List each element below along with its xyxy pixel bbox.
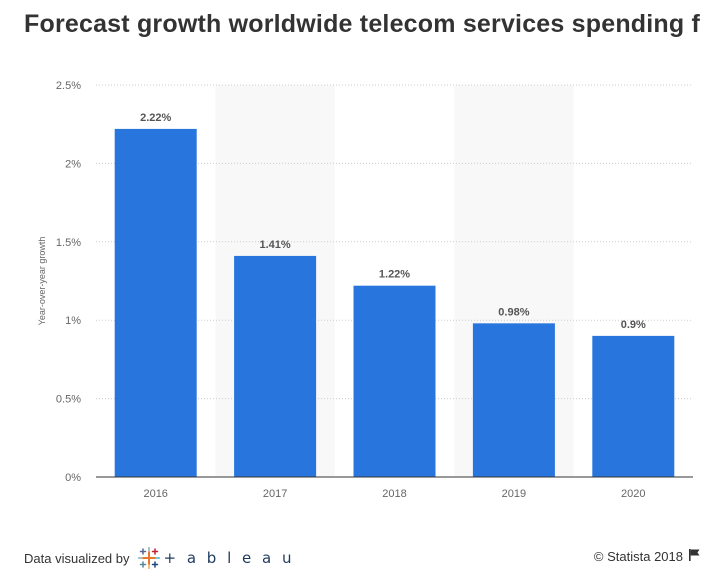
y-tick-label: 1% [65, 315, 81, 327]
tableau-wordmark: + a b l e a u [163, 549, 295, 567]
y-tick-label: 2% [65, 158, 81, 170]
x-tick-label: 2017 [263, 488, 287, 500]
bar [592, 335, 675, 477]
y-tick-label: 0% [65, 472, 81, 484]
bar [114, 128, 197, 478]
data-label: 0.98% [498, 306, 529, 318]
y-axis-label: Year-over-year growth [37, 237, 47, 326]
tableau-logo-icon[interactable]: + a b l e a u [137, 547, 295, 569]
flag-icon[interactable] [689, 549, 700, 564]
y-tick-label: 2.5% [56, 80, 81, 92]
x-tick-label: 2019 [502, 488, 526, 500]
data-label: 1.22% [379, 269, 410, 281]
data-label: 2.22% [140, 112, 171, 124]
copyright-text[interactable]: © Statista 2018 [593, 549, 683, 564]
footer-attribution: Data visualized by + a b l e a u [24, 547, 295, 569]
tableau-cross-icon [137, 547, 160, 569]
bar [234, 255, 317, 477]
bar [472, 323, 555, 477]
bar [353, 285, 436, 477]
x-tick-label: 2016 [143, 488, 167, 500]
y-tick-label: 1.5% [56, 237, 81, 249]
data-label: 1.41% [259, 239, 290, 251]
data-label: 0.9% [621, 319, 646, 331]
chart-title: Forecast growth worldwide telecom servic… [24, 10, 701, 38]
y-tick-label: 0.5% [56, 394, 81, 406]
x-tick-label: 2018 [382, 488, 406, 500]
bar-chart: 0% 0.5% 1% 1.5% 2% 2.5% 2.22% 2016 1.41% 2017 1.22… [37, 80, 693, 500]
x-tick-label: 2020 [621, 488, 645, 500]
visualized-by-text: Data visualized by [24, 550, 130, 566]
footer-copyright: © Statista 2018 [594, 549, 700, 564]
